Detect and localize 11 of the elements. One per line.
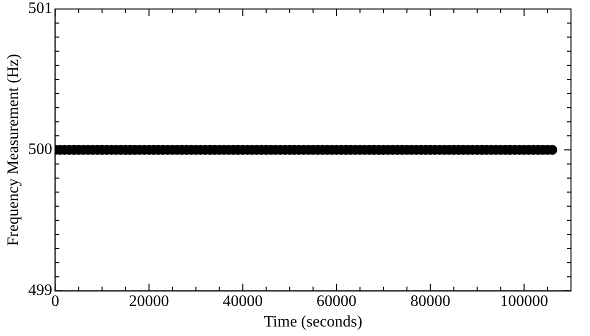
x-axis-title: Time (seconds) (264, 314, 362, 331)
x-tick-label: 80000 (410, 293, 450, 310)
x-tick-label: 100000 (500, 293, 548, 310)
x-tick-label: 60000 (316, 293, 357, 310)
y-tick-label: 500 (28, 141, 52, 158)
y-tick-label: 501 (28, 0, 52, 18)
x-tick-label: 20000 (128, 293, 169, 310)
x-tick-label: 40000 (222, 293, 263, 310)
x-tick-label: 0 (51, 293, 60, 310)
y-tick-label: 499 (28, 282, 52, 300)
y-axis-title: Frequency Measurement (Hz) (4, 54, 22, 246)
